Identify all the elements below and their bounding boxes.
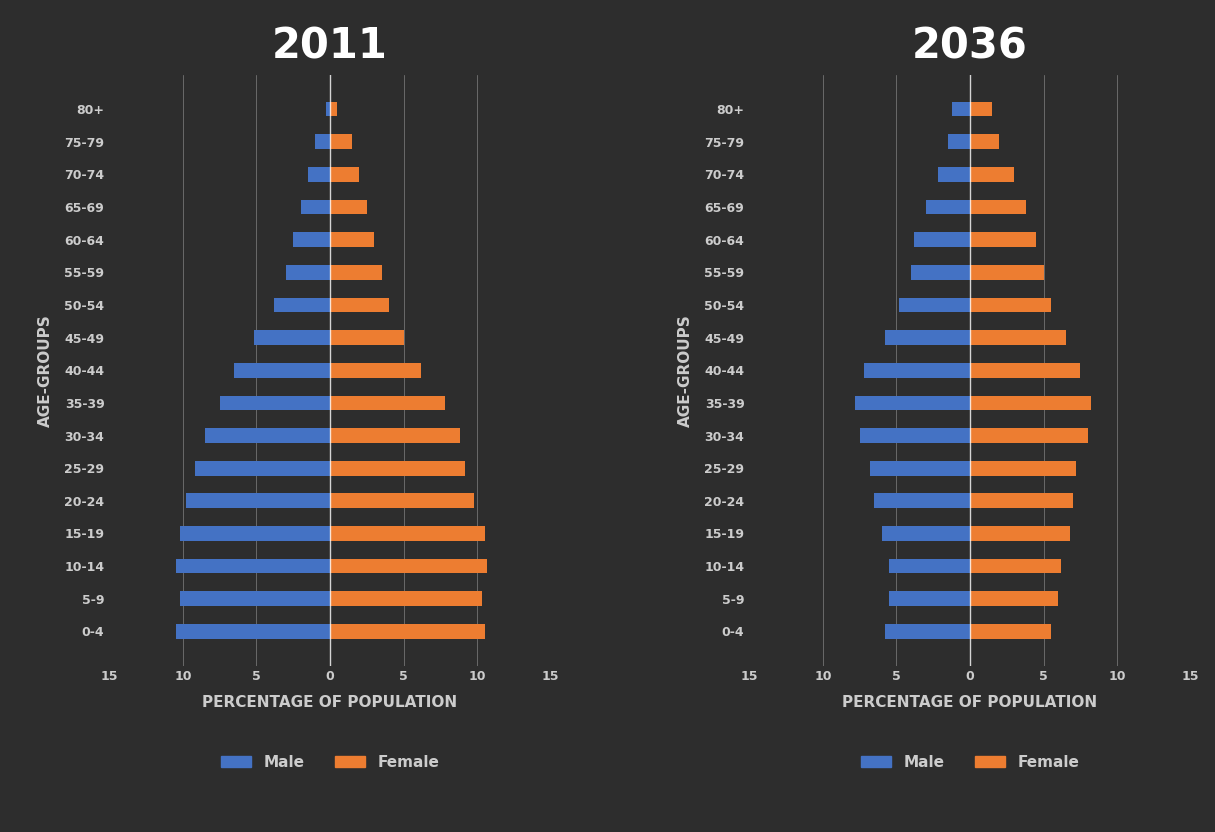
Bar	[970, 363, 1080, 378]
Bar	[970, 167, 1015, 181]
Bar	[330, 395, 445, 410]
Bar	[254, 330, 330, 345]
Bar	[275, 298, 330, 312]
Bar	[330, 200, 367, 215]
Bar	[330, 559, 487, 573]
Bar	[875, 493, 970, 508]
Bar	[330, 265, 382, 280]
Bar	[870, 461, 970, 476]
Bar	[885, 624, 970, 639]
Bar	[970, 592, 1058, 606]
Bar	[330, 232, 374, 247]
Bar	[970, 559, 1061, 573]
Bar	[330, 167, 360, 181]
Bar	[970, 265, 1044, 280]
Bar	[220, 395, 330, 410]
Bar	[914, 232, 970, 247]
Bar	[330, 363, 422, 378]
Bar	[330, 298, 389, 312]
Bar	[970, 232, 1036, 247]
Y-axis label: AGE-GROUPS: AGE-GROUPS	[38, 314, 53, 427]
Bar	[330, 461, 465, 476]
Bar	[885, 330, 970, 345]
Legend: Male, Female: Male, Female	[854, 749, 1086, 776]
Bar	[855, 395, 970, 410]
Bar	[234, 363, 330, 378]
Bar	[330, 330, 403, 345]
Bar	[286, 265, 330, 280]
Bar	[194, 461, 330, 476]
Bar	[882, 526, 970, 541]
Bar	[948, 135, 970, 149]
Title: 2036: 2036	[912, 25, 1028, 67]
Bar	[970, 298, 1051, 312]
Bar	[860, 428, 970, 443]
Bar	[330, 526, 485, 541]
Bar	[180, 526, 330, 541]
Bar	[889, 592, 970, 606]
X-axis label: PERCENTAGE OF POPULATION: PERCENTAGE OF POPULATION	[203, 695, 458, 710]
Bar	[970, 624, 1051, 639]
Bar	[970, 493, 1073, 508]
Bar	[330, 592, 481, 606]
Bar	[330, 428, 459, 443]
Bar	[330, 493, 474, 508]
Bar	[864, 363, 970, 378]
Bar	[293, 232, 330, 247]
Bar	[307, 167, 330, 181]
Bar	[330, 135, 352, 149]
Bar	[970, 428, 1087, 443]
Bar	[326, 102, 330, 116]
Bar	[175, 559, 330, 573]
Bar	[186, 493, 330, 508]
Title: 2011: 2011	[272, 25, 388, 67]
Bar	[205, 428, 330, 443]
Bar	[970, 461, 1076, 476]
Bar	[970, 200, 1025, 215]
Bar	[926, 200, 970, 215]
Bar	[175, 624, 330, 639]
Bar	[970, 330, 1066, 345]
X-axis label: PERCENTAGE OF POPULATION: PERCENTAGE OF POPULATION	[842, 695, 1097, 710]
Bar	[953, 102, 970, 116]
Y-axis label: AGE-GROUPS: AGE-GROUPS	[678, 314, 694, 427]
Bar	[938, 167, 970, 181]
Bar	[300, 200, 330, 215]
Bar	[911, 265, 970, 280]
Legend: Male, Female: Male, Female	[214, 749, 446, 776]
Bar	[330, 102, 338, 116]
Bar	[180, 592, 330, 606]
Bar	[330, 624, 485, 639]
Bar	[970, 135, 1000, 149]
Bar	[970, 395, 1091, 410]
Bar	[889, 559, 970, 573]
Bar	[316, 135, 330, 149]
Bar	[970, 526, 1070, 541]
Bar	[899, 298, 970, 312]
Bar	[970, 102, 993, 116]
